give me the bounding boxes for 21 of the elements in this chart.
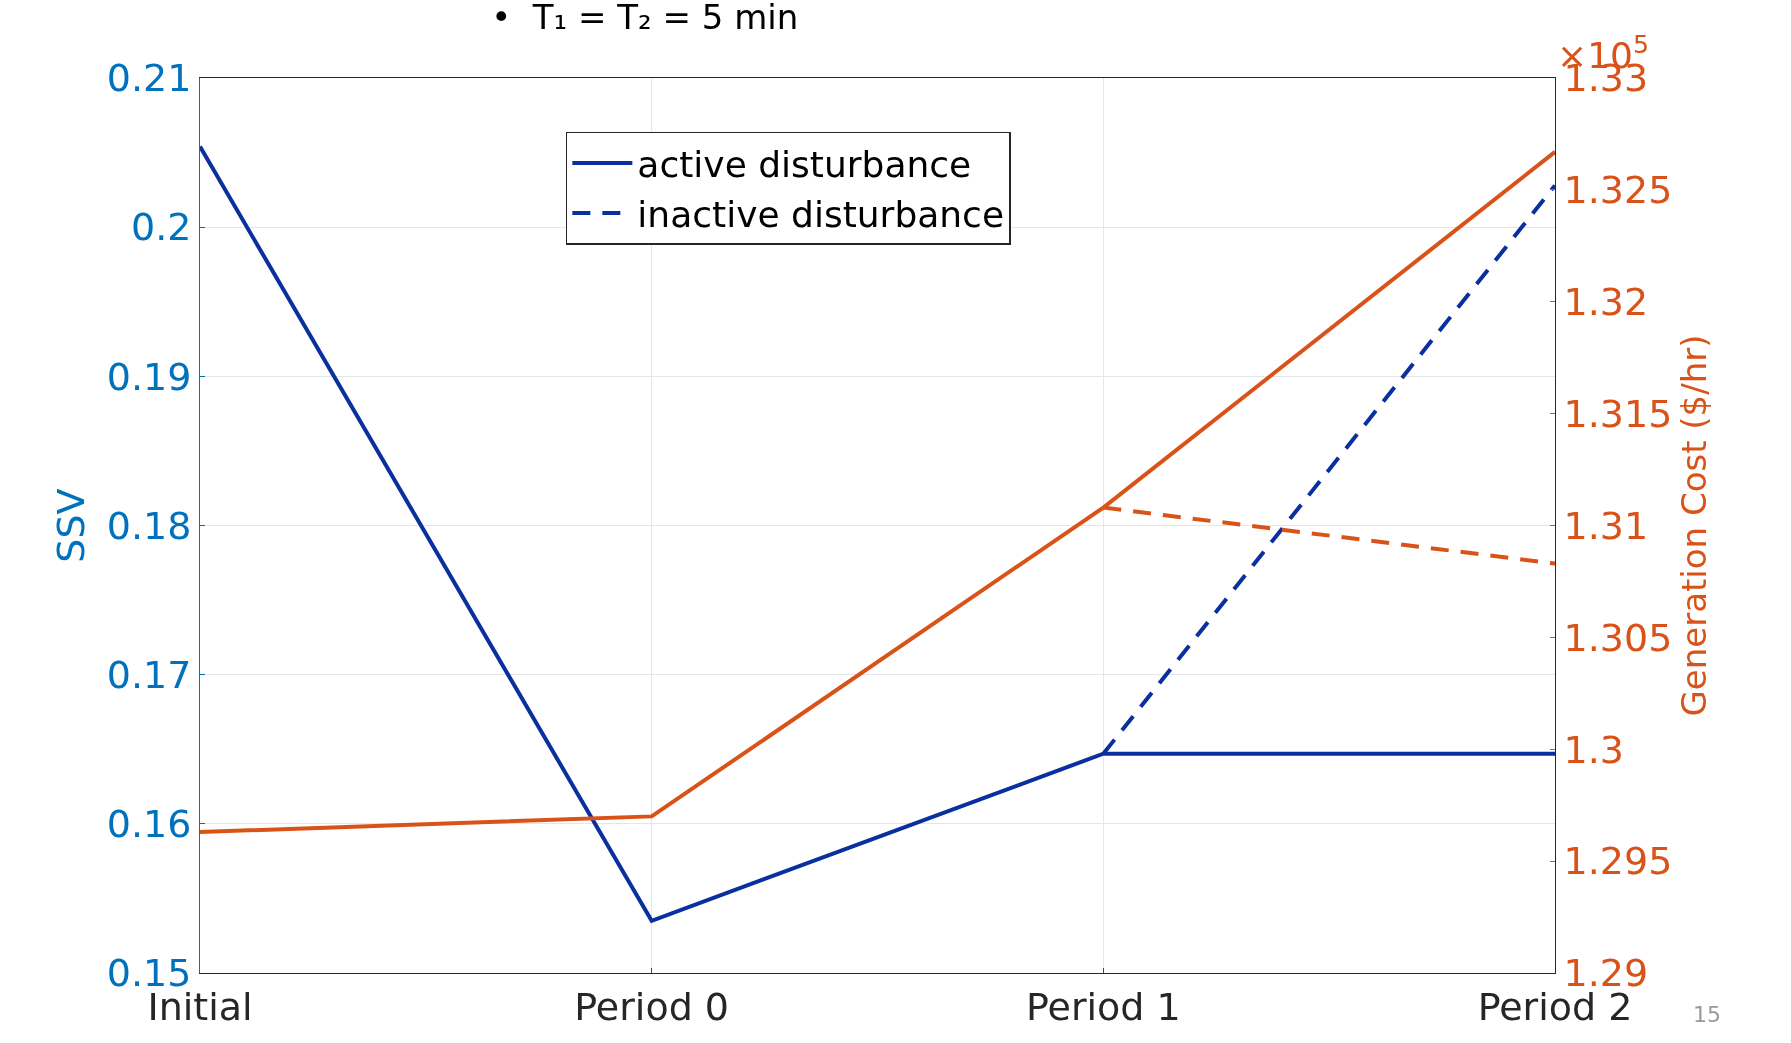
y-axis-title: SSV	[48, 488, 93, 563]
y-tick-label: 0.16	[106, 802, 192, 847]
y-tick-label: 0.17	[106, 652, 192, 697]
chart-title: • T₁ = T₂ = 5 min	[491, 0, 799, 38]
y-tick-label: 0.21	[106, 56, 192, 101]
y2-tick-label: 1.32	[1563, 280, 1649, 325]
y2-tick-label: 1.325	[1563, 168, 1673, 213]
y2-tick-label: 1.305	[1563, 615, 1673, 660]
y2-tick-label: 1.3	[1563, 727, 1625, 772]
legend-label: active disturbance	[637, 144, 972, 186]
y-tick-label: 0.2	[130, 205, 192, 250]
x-tick-label: Period 0	[574, 984, 730, 1029]
x-tick-label: Period 1	[1025, 984, 1181, 1029]
y2-tick-label: 1.315	[1563, 391, 1673, 436]
y-tick-label: 0.18	[106, 503, 192, 548]
y2-tick-label: 1.295	[1563, 839, 1673, 884]
y2-axis-title: Generation Cost ($/hr)	[1673, 334, 1714, 717]
text: 15	[1693, 1002, 1721, 1027]
y-tick-label: 0.19	[106, 354, 192, 399]
legend-label: inactive disturbance	[637, 193, 1005, 235]
y2-tick-label: 1.31	[1563, 503, 1649, 548]
